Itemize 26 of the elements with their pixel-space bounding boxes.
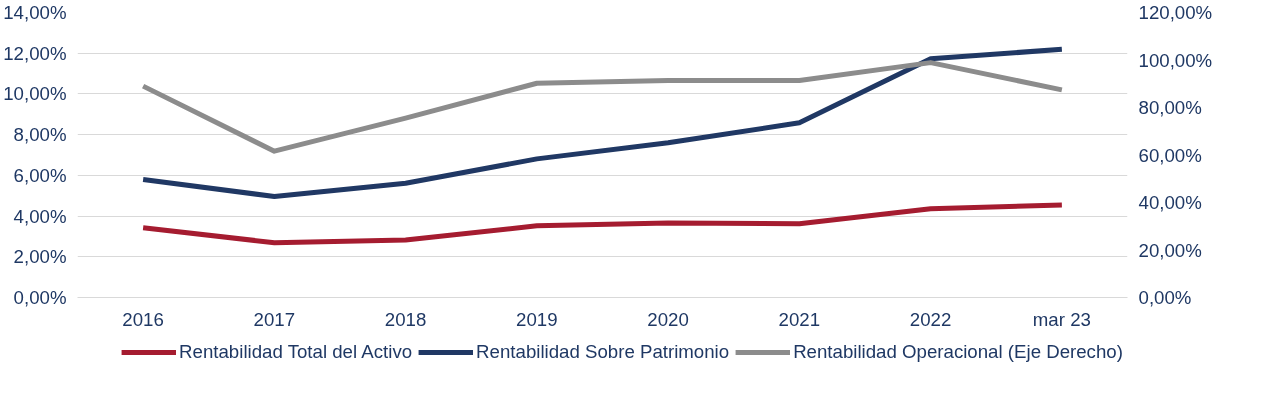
y-tick-label: 14,00% (3, 2, 67, 23)
legend-label: Rentabilidad Operacional (Eje Derecho) (793, 341, 1123, 363)
y-tick-label: 0,00% (13, 287, 67, 308)
y2-tick-label: 20,00% (1138, 239, 1202, 261)
x-tick-label: 2022 (909, 308, 952, 330)
x-tick-label: 2020 (647, 308, 689, 330)
x-tick-label: 2016 (122, 308, 164, 330)
y2-tick-label: 0,00% (1138, 287, 1192, 308)
y-tick-label: 2,00% (13, 246, 67, 268)
x-tick-label: mar 23 (1032, 308, 1091, 330)
x-tick-label: 2018 (384, 308, 427, 330)
legend-label: Rentabilidad Sobre Patrimonio (476, 341, 730, 363)
x-tick-label: 2021 (778, 308, 821, 330)
y2-tick-label: 120,00% (1138, 2, 1213, 23)
y2-tick-label: 100,00% (1138, 49, 1213, 71)
y-tick-label: 6,00% (13, 164, 67, 186)
y-tick-label: 8,00% (13, 124, 67, 146)
y2-tick-label: 60,00% (1138, 144, 1202, 166)
y-tick-label: 10,00% (3, 83, 67, 105)
y2-tick-label: 80,00% (1138, 97, 1202, 118)
x-tick-label: 2017 (253, 308, 296, 330)
y2-tick-label: 40,00% (1138, 192, 1202, 213)
y-tick-label: 4,00% (13, 205, 67, 227)
legend-label: Rentabilidad Total del Activo (179, 341, 413, 363)
x-tick-label: 2019 (516, 308, 558, 330)
y-tick-label: 12,00% (3, 42, 67, 64)
